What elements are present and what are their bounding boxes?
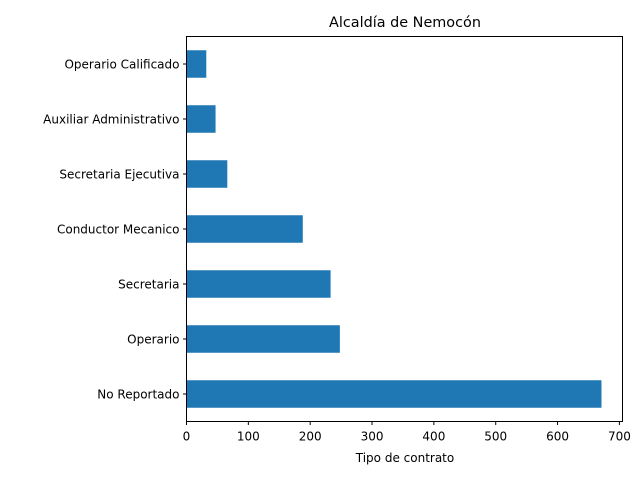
x-axis-ticks: 0 100 200 300 400 500 600 700	[183, 421, 631, 444]
plot-frame	[186, 36, 623, 422]
y-tick-label: Secretaria	[118, 278, 179, 292]
bar-operario	[186, 325, 340, 353]
y-tick-label: Operario Calificado	[64, 58, 179, 72]
y-tick-label: Secretaria Ejecutiva	[59, 168, 179, 182]
x-tick-label: 600	[546, 430, 569, 444]
y-tick-label: Conductor Mecanico	[57, 223, 180, 237]
bar-secretaria-ejecutiva	[186, 160, 228, 188]
bar-conductor-mecanico	[186, 215, 303, 243]
y-axis-ticks: No Reportado Operario Secretaria Conductor …	[43, 58, 187, 402]
y-tick-label: Operario	[127, 333, 179, 347]
bar-auxiliar-administrativo	[186, 105, 216, 133]
x-tick-label: 200	[299, 430, 322, 444]
bar-operario-calificado	[186, 50, 207, 78]
bar-no-reportado	[186, 380, 602, 408]
chart-title: Alcaldía de Nemocón	[329, 15, 481, 31]
y-tick-label: Auxiliar Administrativo	[43, 113, 179, 127]
x-tick-label: 0	[183, 430, 191, 444]
bars-group	[186, 50, 602, 408]
x-tick-label: 700	[608, 430, 631, 444]
x-tick-label: 100	[237, 430, 260, 444]
y-tick-label: No Reportado	[97, 388, 179, 402]
x-tick-label: 400	[422, 430, 445, 444]
x-tick-label: 300	[361, 430, 384, 444]
bar-secretaria	[186, 270, 331, 298]
x-axis-label: Tipo de contrato	[355, 451, 454, 465]
x-tick-label: 500	[484, 430, 507, 444]
